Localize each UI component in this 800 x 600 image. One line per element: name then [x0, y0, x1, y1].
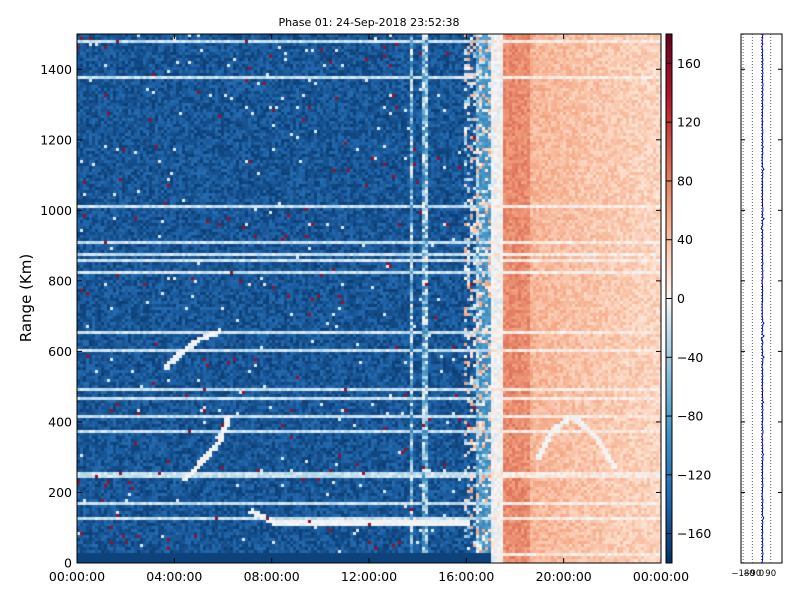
y-tick-label: 400: [48, 414, 72, 429]
y-tick-label: 1400: [40, 62, 72, 77]
x-tick-label: 00:00:00: [49, 569, 105, 584]
profile-x-tick-label: 0: [759, 569, 764, 579]
y-axis-label: Range (Km): [17, 254, 35, 342]
x-tick-label: 00:00:00: [633, 569, 689, 584]
colorbar-ticks: 160 120 80 40 0 −40 −80 −120 −160: [666, 56, 711, 541]
x-tick-label: 08:00:00: [244, 569, 300, 584]
profile-x-tick-label: −180: [731, 569, 754, 579]
y-tick-label: 800: [48, 273, 72, 288]
heatmap-plot: 00:00:00 04:00:00 08:00:00 12:00:00 16:00:00…: [17, 33, 689, 584]
x-tick-label: 20:00:00: [536, 569, 592, 584]
colorbar-tick-label: 120: [677, 115, 701, 130]
colorbar-tick-label: 80: [677, 173, 693, 188]
y-axis: 0 200 400 600 800 1000 1200 1400: [40, 62, 661, 571]
y-tick-label: 1200: [40, 132, 72, 147]
x-tick-label: 12:00:00: [341, 569, 397, 584]
profile-grid: [742, 34, 772, 563]
colorbar-tick-label: −80: [677, 409, 703, 424]
colorbar-tick-label: 40: [677, 232, 693, 247]
colorbar-tick-label: −40: [677, 350, 703, 365]
profile-x-tick-label: 90: [765, 569, 776, 579]
y-tick-label: 0: [64, 556, 72, 571]
profile-x-tick-label: −90: [743, 569, 761, 579]
heatmap-canvas: [77, 34, 661, 563]
colorbar-tick-label: −120: [677, 467, 711, 482]
y-tick-label: 600: [48, 344, 72, 359]
colorbar-tick-label: 160: [677, 56, 701, 71]
colorbar-tick-label: −160: [677, 526, 711, 541]
y-tick-label: 200: [48, 485, 72, 500]
profile-ticks: −180−900 90: [731, 68, 782, 579]
phase-profile-plot: −180−900 90: [731, 33, 783, 579]
x-axis: 00:00:00 04:00:00 08:00:00 12:00:00 16:00:00…: [49, 34, 689, 584]
x-tick-label: 16:00:00: [438, 569, 494, 584]
chart-title: Phase 01: 24-Sep-2018 23:52:38: [278, 16, 459, 29]
x-tick-label: 04:00:00: [146, 569, 202, 584]
colorbar-tick-label: 0: [677, 291, 685, 306]
y-tick-label: 1000: [40, 203, 72, 218]
profile-line: [760, 33, 765, 564]
colorbar: 160 120 80 40 0 −40 −80 −120 −160: [665, 33, 711, 564]
